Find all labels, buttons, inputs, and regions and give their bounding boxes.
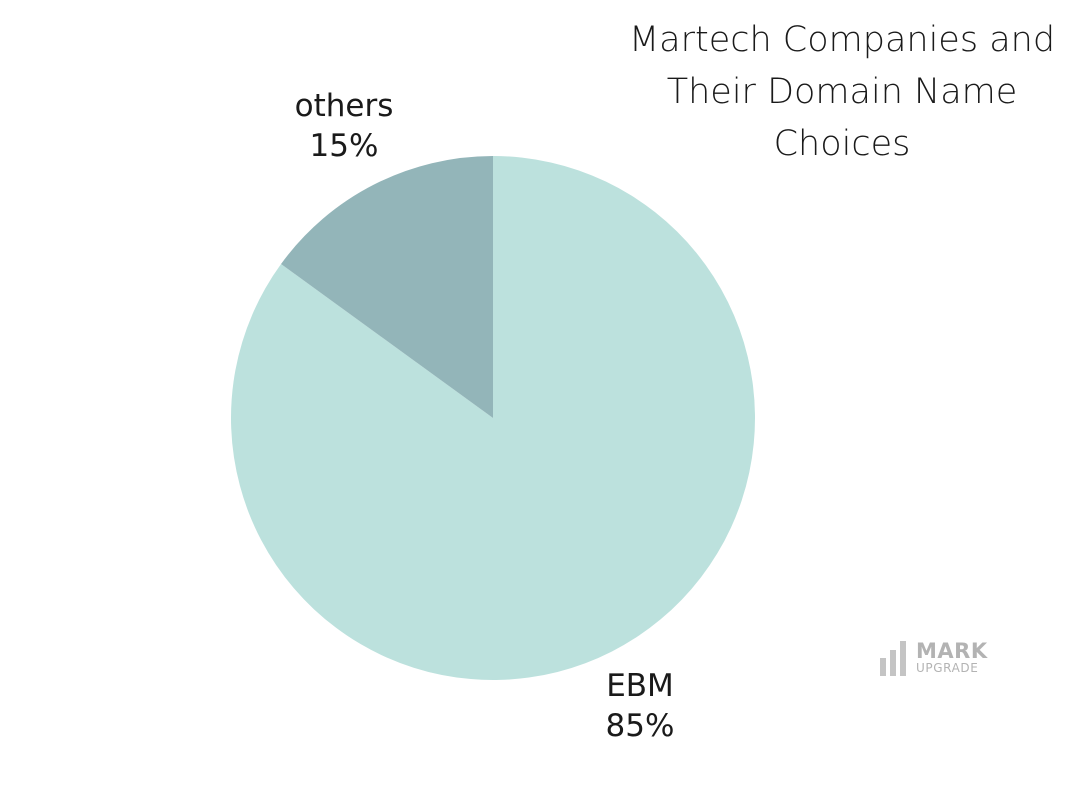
watermark-text: MARK UPGRADE: [916, 640, 988, 675]
slice-percent-others: 15%: [309, 128, 379, 164]
pie-slice-ebm: [230, 156, 755, 680]
slice-percent-ebm: 85%: [605, 708, 675, 744]
slice-label-others: others 15%: [264, 86, 424, 166]
chart-title: Martech Companies and Their Domain Name …: [622, 14, 1062, 170]
pie-slices: [230, 156, 755, 680]
watermark-line-2: UPGRADE: [916, 661, 979, 675]
pie-slice-others: [281, 156, 493, 418]
chart-title-line-3: Choices: [773, 124, 911, 164]
slice-name-others: others: [294, 88, 394, 124]
slice-name-ebm: EBM: [606, 668, 674, 704]
chart-title-line-2: Their Domain Name: [666, 72, 1018, 112]
bar-chart-logo-icon: [880, 641, 906, 676]
chart-title-line-1: Martech Companies and: [628, 20, 1056, 60]
watermark-line-1: MARK: [916, 639, 988, 663]
slice-label-ebm: EBM 85%: [560, 666, 720, 746]
watermark-logo: MARK UPGRADE: [878, 640, 1008, 680]
